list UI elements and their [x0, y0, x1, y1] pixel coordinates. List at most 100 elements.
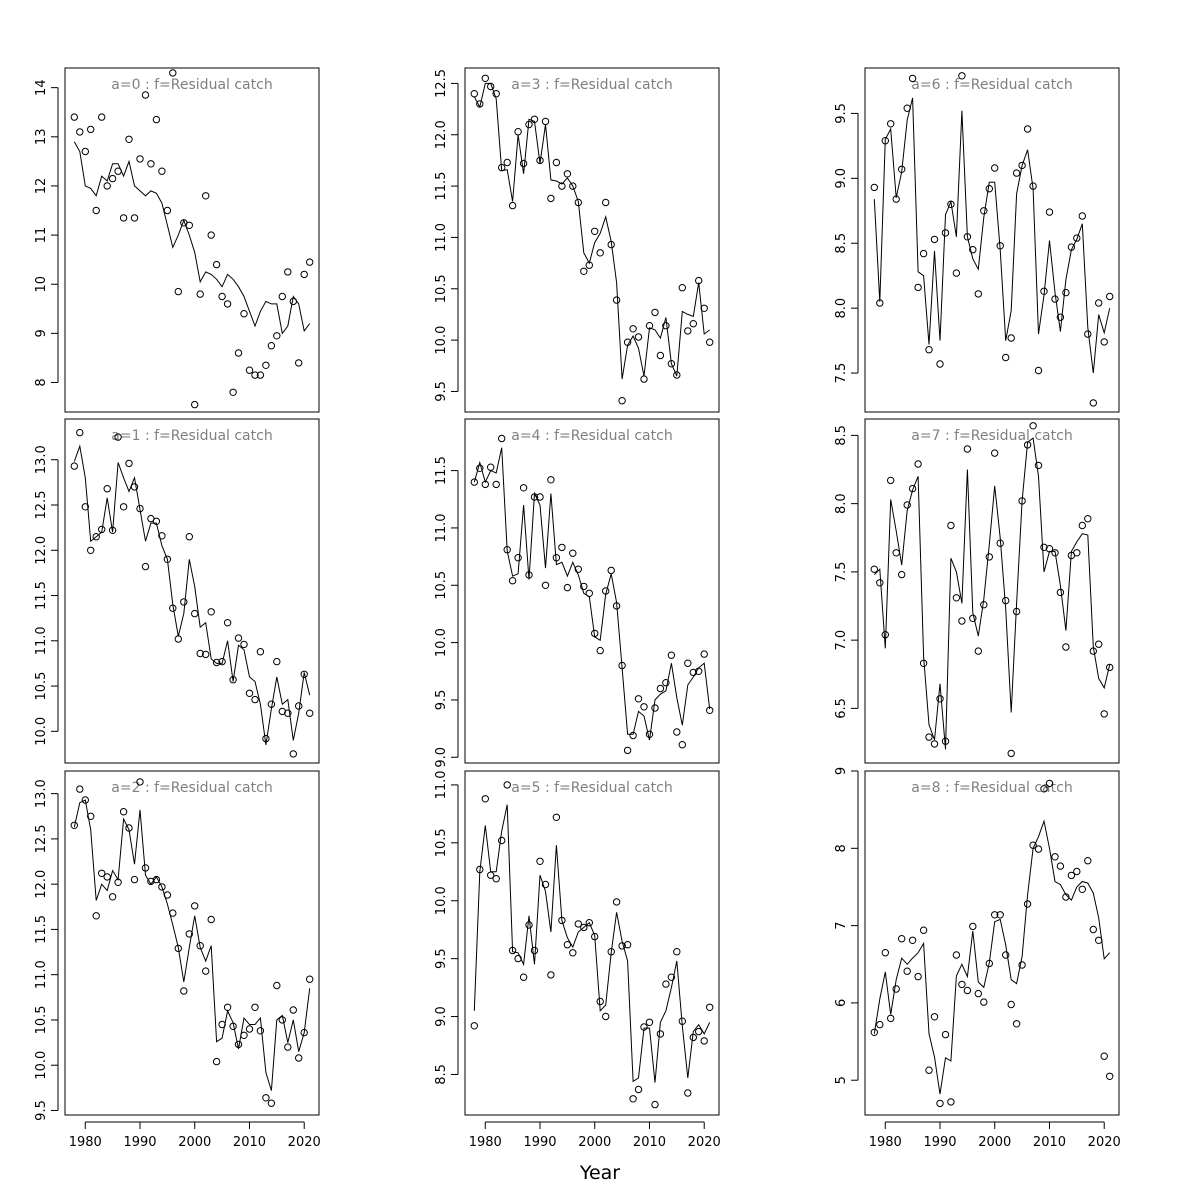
observed-point [1029, 841, 1037, 849]
observed-point [536, 493, 544, 501]
panel-frame [464, 67, 720, 413]
observed-point [974, 647, 982, 655]
observed-point [991, 164, 999, 172]
observed-point [1029, 422, 1037, 430]
panel-title: a=3 : f=Residual catch [511, 77, 672, 93]
observed-point [667, 651, 676, 659]
observed-point [284, 709, 292, 717]
y-tick-label: 12.5 [434, 69, 449, 98]
y-tick-label: 9.5 [434, 690, 449, 711]
x-tick-label: 1980 [469, 1135, 502, 1150]
observed-point [273, 332, 281, 340]
observed-point [1067, 871, 1076, 880]
observed-point [273, 981, 281, 990]
observed-point [656, 1030, 665, 1038]
y-axis: 7.5 8.0 8.5 9.0 9.5 [834, 103, 859, 383]
panel-frame [64, 418, 320, 764]
observed-point [914, 283, 922, 292]
x-tick-label: 2000 [178, 1135, 211, 1150]
observed-point [251, 371, 259, 379]
observed-point [640, 703, 648, 711]
panel-5: a=5 : f=Residual catch 8.5 9.0 9.5 10.0 10.5 1… [434, 770, 721, 1150]
y-tick-label: 10.5 [434, 828, 449, 857]
panel-title: a=8 : f=Residual catch [911, 780, 1072, 796]
observed-point [141, 91, 150, 99]
observed-point [689, 320, 697, 328]
observed-point [169, 909, 177, 917]
observed-point [678, 1017, 686, 1025]
observed-point [706, 338, 714, 346]
observed-point [919, 249, 928, 258]
observed-point [273, 657, 281, 666]
y-tick-label: 11.5 [434, 172, 449, 201]
observed-point [306, 975, 314, 983]
observed-point [656, 351, 665, 360]
observed-point [574, 198, 582, 207]
y-tick-label: 9.0 [434, 747, 449, 768]
y-tick-label: 8 [834, 844, 849, 852]
observed-point [941, 229, 950, 237]
y-axis: 6.5 7.0 7.5 8.0 8.5 [834, 425, 859, 719]
observed-point [591, 629, 599, 638]
observed-point [919, 926, 928, 934]
observed-point [651, 308, 659, 317]
x-tick-label: 1980 [869, 1135, 902, 1150]
observed-point [289, 1006, 297, 1014]
observed-point [470, 1022, 478, 1030]
observed-point [234, 349, 243, 357]
observed-point [667, 360, 676, 368]
observed-point [662, 980, 670, 988]
y-tick-label: 10.0 [434, 326, 449, 355]
observed-point [185, 533, 194, 541]
observed-point [1089, 399, 1098, 407]
observed-point [498, 434, 506, 443]
observed-point [695, 1027, 703, 1036]
observed-point [558, 916, 566, 925]
observed-point [887, 476, 895, 485]
observed-point [1106, 663, 1114, 672]
panel-title: a=5 : f=Residual catch [511, 780, 672, 796]
observed-point [174, 287, 183, 296]
observed-point [700, 304, 708, 312]
observed-point [1018, 961, 1026, 969]
fitted-series-line [73, 799, 311, 1091]
observed-point [1034, 461, 1043, 470]
y-tick-label: 13.0 [34, 445, 49, 474]
observed-point [541, 117, 550, 126]
observed-point [81, 503, 90, 511]
x-tick-label: 2020 [688, 1135, 721, 1150]
y-tick-label: 11.5 [34, 581, 49, 610]
observed-point [70, 462, 79, 470]
observed-point [1084, 515, 1092, 523]
observed-point [229, 676, 237, 684]
y-tick-label: 10.0 [34, 1051, 49, 1080]
observed-point [892, 985, 900, 993]
observed-point [1018, 161, 1026, 170]
y-tick-label: 7.5 [834, 562, 849, 583]
observed-point [1023, 125, 1032, 133]
observed-point [1100, 338, 1108, 346]
observed-point [267, 700, 276, 708]
y-tick-label: 9 [834, 767, 849, 775]
observed-point [689, 668, 697, 677]
y-tick-label: 9.5 [834, 103, 849, 124]
observed-point [1002, 596, 1010, 605]
observed-point [1002, 951, 1010, 959]
observed-point [936, 360, 944, 368]
observed-point [903, 501, 911, 509]
observed-point [267, 1099, 276, 1107]
observed-point [673, 728, 681, 736]
observed-point [974, 989, 982, 998]
observed-point [295, 702, 303, 710]
y-tick-label: 8.5 [834, 233, 849, 254]
observed-point [87, 812, 95, 820]
panel-3: a=3 : f=Residual catch 9.5 10.0 10.5 11.0 11.… [434, 67, 720, 413]
observed-point [700, 650, 708, 658]
observed-point [673, 371, 681, 379]
observed-point [503, 781, 511, 789]
observed-point [1056, 588, 1065, 597]
x-tick-label: 2020 [288, 1135, 321, 1150]
observed-point [1078, 885, 1087, 893]
panel-2: a=2 : f=Residual catch 9.5 10.0 10.5 11.0 11.… [34, 770, 321, 1150]
observed-point [958, 617, 966, 625]
